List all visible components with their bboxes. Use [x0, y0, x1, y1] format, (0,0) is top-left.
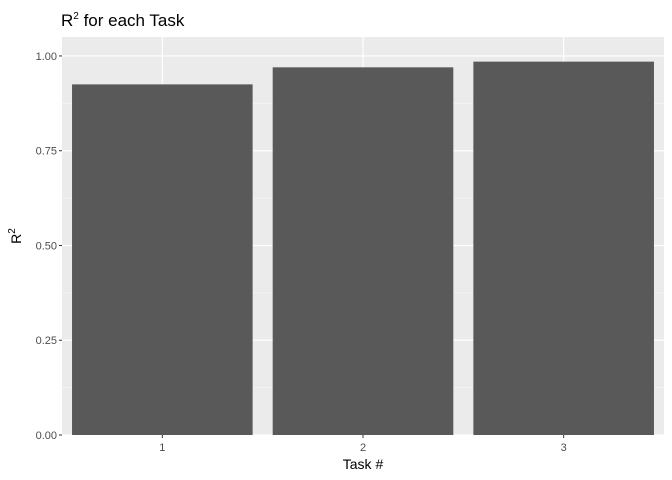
x-tick-label: 2	[360, 442, 366, 454]
y-tick-label: 1.00	[36, 51, 57, 63]
x-tick-label: 3	[561, 442, 567, 454]
chart-title: R2 for each Task	[61, 11, 185, 30]
bar-task-2	[273, 67, 454, 435]
x-tick-label: 1	[159, 442, 165, 454]
y-tick-label: 0.50	[36, 240, 57, 252]
bars	[72, 62, 654, 435]
bar-task-3	[473, 62, 654, 435]
y-tick-label: 0.25	[36, 335, 57, 347]
y-tick-label: 0.00	[36, 430, 57, 442]
y-axis-title: R2	[7, 228, 24, 244]
x-axis: 1 2 3	[159, 435, 566, 454]
bar-task-1	[72, 84, 253, 435]
y-tick-label: 0.75	[36, 146, 57, 158]
y-axis: 0.00 0.25 0.50 0.75 1.00	[36, 51, 62, 442]
x-axis-title: Task #	[343, 456, 384, 472]
